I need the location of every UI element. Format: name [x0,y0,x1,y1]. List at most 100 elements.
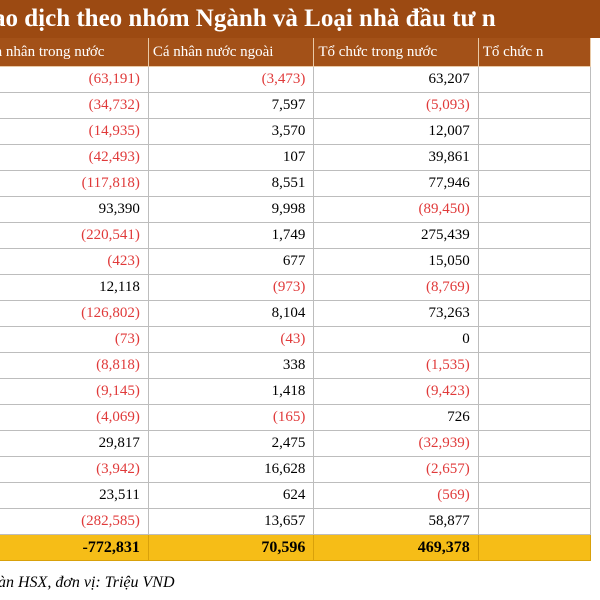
table-cell: (2,657) [313,456,479,483]
table-cell: 23,511 [0,482,149,509]
table-cell: 0 [313,326,479,353]
table-cell [477,378,592,405]
table-cell: 58,877 [313,508,479,535]
table-cell: 275,439 [313,222,479,249]
table-cell: 726 [313,404,479,431]
header-foreign-individual: Cá nhân nước ngoài [148,38,315,67]
table-cell: 107 [147,144,315,171]
table-cell [477,482,592,509]
table-cell: 73,263 [313,300,479,327]
table-cell: 29,817 [0,430,149,457]
table-cell: (34,732) [0,92,149,119]
header-domestic-individual: à nhân trong nước [0,38,149,67]
table-cell: (14,935) [0,118,149,145]
table-cell [477,274,592,301]
table-row: 23,511 624 (569) [0,482,592,509]
table-row: (282,585) 13,657 58,877 [0,508,592,535]
table-row: (63,191) (3,473) 63,207 [0,66,592,93]
total-cell: -772,831 [0,534,149,561]
table-cell: (43) [147,326,315,353]
table-cell: 13,657 [147,508,315,535]
table-cell: 12,118 [0,274,149,301]
table-body: (63,191) (3,473) 63,207 (34,732) 7,597 (5,093… [0,66,592,561]
table-cell: (63,191) [0,66,149,93]
table-cell: 8,551 [147,170,315,197]
table-cell [477,248,592,275]
table-cell: (73) [0,326,149,353]
table-cell: (4,069) [0,404,149,431]
table-row: 29,817 2,475 (32,939) [0,430,592,457]
table-cell: (9,145) [0,378,149,405]
table-row: 93,390 9,998 (89,450) [0,196,592,223]
table-cell: 1,749 [147,222,315,249]
table-cell: (3,942) [0,456,149,483]
table-cell: (165) [147,404,315,431]
table-cell [477,430,592,457]
table-cell [477,66,592,93]
table-cell [477,508,592,535]
table-cell [477,144,592,171]
table-cell: (282,585) [0,508,149,535]
data-table: à nhân trong nước Cá nhân nước ngoài Tổ … [0,38,592,561]
table-cell: 8,104 [147,300,315,327]
table-cell: (117,818) [0,170,149,197]
table-title: ao dịch theo nhóm Ngành và Loại nhà đầu … [0,0,600,38]
table-row: (117,818) 8,551 77,946 [0,170,592,197]
table-cell [477,352,592,379]
table-cell [477,196,592,223]
table-cell: (9,423) [313,378,479,405]
table-row: (220,541) 1,749 275,439 [0,222,592,249]
table-cell: (5,093) [313,92,479,119]
table-cell: 7,597 [147,92,315,119]
table-row: (42,493) 107 39,861 [0,144,592,171]
table-cell [477,222,592,249]
table-cell: (423) [0,248,149,275]
table-cell: 624 [147,482,315,509]
table-row: (126,802) 8,104 73,263 [0,300,592,327]
table-cell: 77,946 [313,170,479,197]
total-cell: 70,596 [147,534,315,561]
table-cell: (8,818) [0,352,149,379]
table-cell: 338 [147,352,315,379]
table-cell: (32,939) [313,430,479,457]
table-row: (3,942) 16,628 (2,657) [0,456,592,483]
total-row: -772,831 70,596 469,378 [0,534,592,561]
table-cell: (126,802) [0,300,149,327]
table-cell: 677 [147,248,315,275]
table-cell [477,92,592,119]
header-foreign-institution: Tổ chức n [478,38,592,67]
table-cell: (569) [313,482,479,509]
total-cell [477,534,592,561]
header-domestic-institution: Tổ chức trong nước [313,38,479,67]
table-cell: (1,535) [313,352,479,379]
table-row: (9,145) 1,418 (9,423) [0,378,592,405]
table-cell: 3,570 [147,118,315,145]
table-cell: 1,418 [147,378,315,405]
table-row: (73) (43) 0 [0,326,592,353]
table-cell [477,326,592,353]
table-cell: 93,390 [0,196,149,223]
table-cell: (973) [147,274,315,301]
table-row: 12,118 (973) (8,769) [0,274,592,301]
table-row: (8,818) 338 (1,535) [0,352,592,379]
source-note: àn HSX, đơn vị: Triệu VND [0,574,175,591]
table-cell: 12,007 [313,118,479,145]
table-row: (4,069) (165) 726 [0,404,592,431]
table-title-text: ao dịch theo nhóm Ngành và Loại nhà đầu … [0,5,496,32]
table-cell: 16,628 [147,456,315,483]
table-cell: (42,493) [0,144,149,171]
table-cell: 15,050 [313,248,479,275]
table-cell: (8,769) [313,274,479,301]
total-cell: 469,378 [313,534,479,561]
table-cell: (3,473) [147,66,315,93]
table-cell [477,118,592,145]
table-cell: 39,861 [313,144,479,171]
table-cell [477,170,592,197]
header-row: à nhân trong nước Cá nhân nước ngoài Tổ … [0,38,592,67]
table-cell: 9,998 [147,196,315,223]
table-cell: (220,541) [0,222,149,249]
table-row: (423) 677 15,050 [0,248,592,275]
table-row: (14,935) 3,570 12,007 [0,118,592,145]
table-cell: 2,475 [147,430,315,457]
table-cell [477,404,592,431]
